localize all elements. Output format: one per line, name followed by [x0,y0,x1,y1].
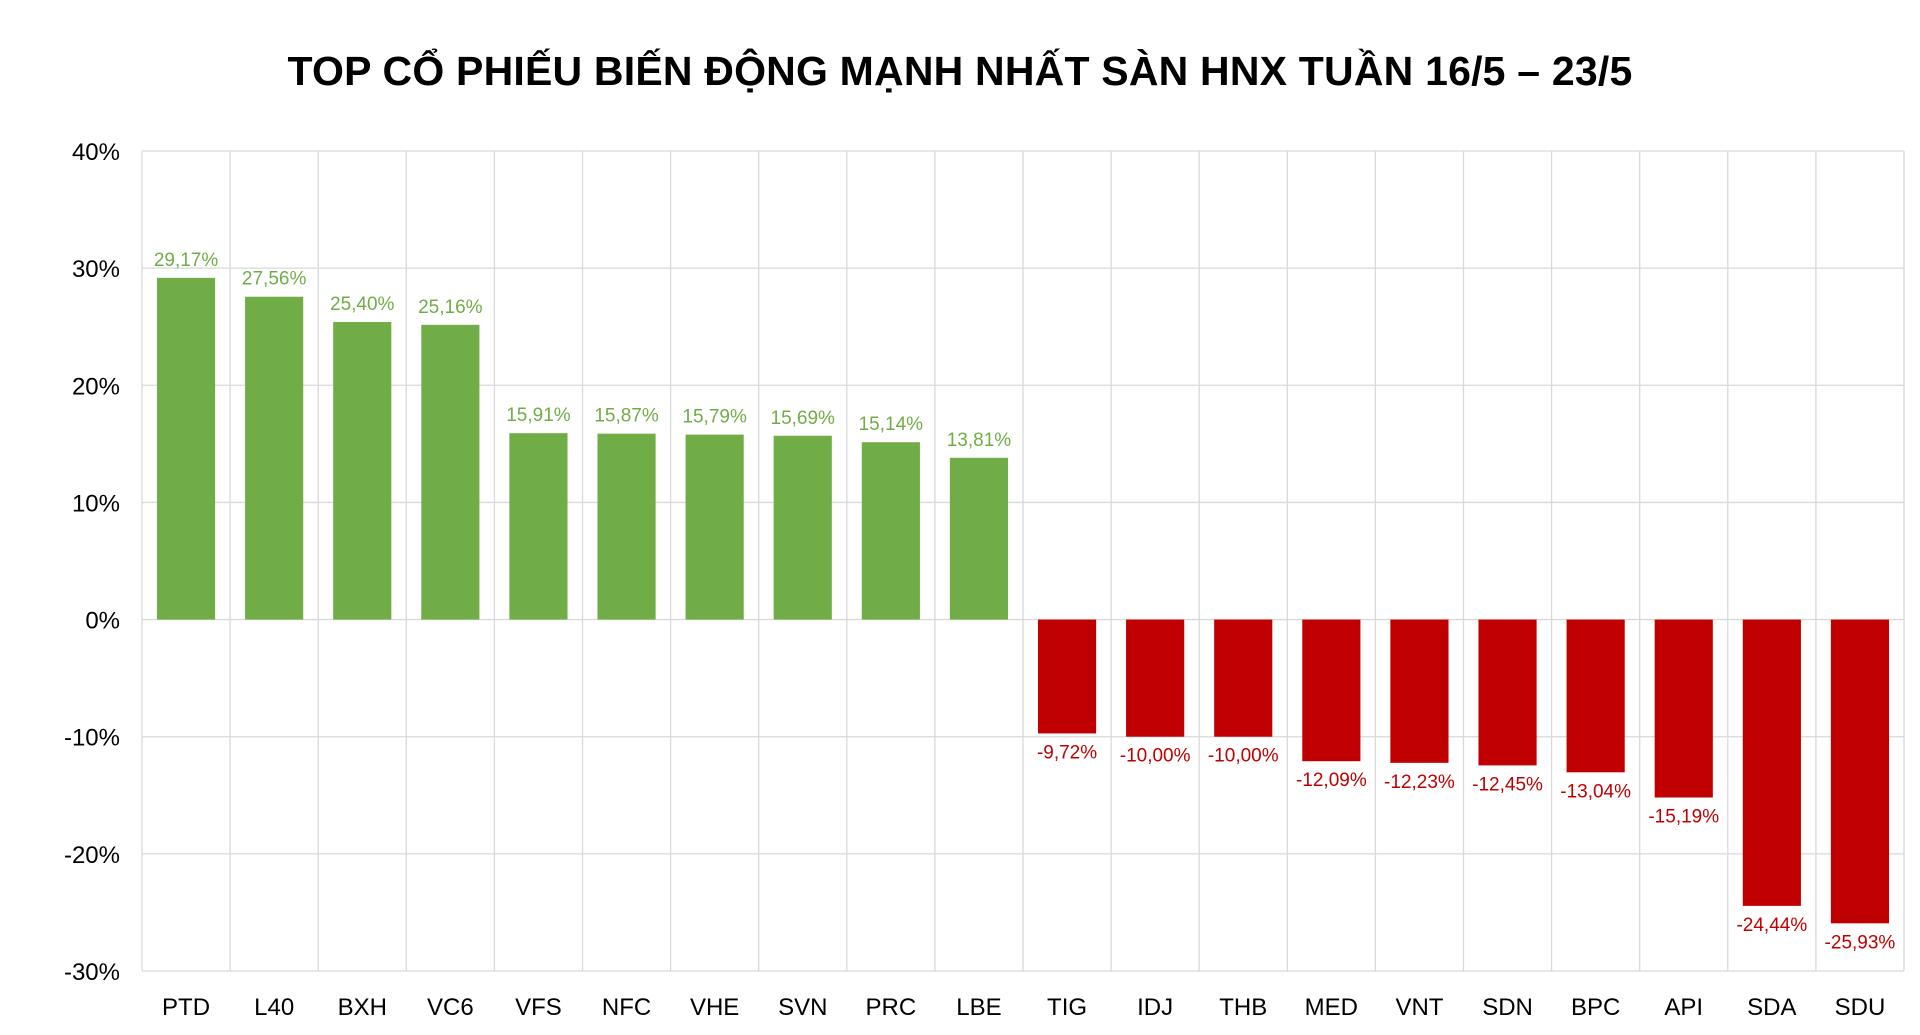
data-label: 25,16% [418,297,483,318]
x-tick-label: VNT [1395,994,1443,1021]
x-tick-label: BPC [1571,994,1620,1021]
bar-ptd [156,277,216,620]
bar-sdn [1478,619,1537,766]
x-tick-label: VFS [515,994,562,1021]
data-label: 15,91% [506,405,571,426]
bar-vnt [1390,619,1449,763]
data-label: -10,00% [1120,746,1191,767]
y-tick-label: 20% [72,373,120,400]
x-tick-label: API [1664,994,1703,1021]
y-tick-label: 40% [72,139,120,166]
data-label: 27,56% [242,269,307,290]
data-label: 15,87% [594,406,659,427]
data-label: -10,00% [1208,746,1279,767]
bar-med [1302,619,1361,762]
y-tick-label: -20% [64,842,120,869]
x-tick-label: VHE [690,994,739,1021]
bar-api [1654,619,1713,798]
data-label: -15,19% [1648,807,1719,828]
data-label: 13,81% [947,430,1012,451]
x-tick-label: TIG [1047,994,1087,1021]
bar-nfc [597,433,656,620]
data-label: -24,44% [1736,915,1807,936]
data-label: -12,09% [1296,770,1367,791]
bar-bpc [1566,619,1625,773]
bar-vhe [685,434,744,620]
data-label: -12,23% [1384,772,1455,793]
bar-thb [1214,619,1273,737]
data-label: -25,93% [1825,932,1896,953]
bar-bxh [333,322,392,620]
data-label: -9,72% [1037,742,1097,763]
x-tick-label: VC6 [427,994,474,1021]
x-tick-label: SDN [1482,994,1533,1021]
label-layer: 29,17% 27,56% 25,40% 25,16% 15,91% 15,87% 15,7… [154,250,1896,953]
y-tick-label: 30% [72,256,120,283]
y-tick-label: -30% [64,959,120,986]
x-tick-label: PRC [866,994,917,1021]
bar-vfs [509,433,568,620]
x-tick-label: SDA [1747,994,1796,1021]
x-tick-label: NFC [602,994,651,1021]
x-tick-label: MED [1305,994,1358,1021]
data-label: 15,69% [771,408,836,429]
bar-l40 [245,296,304,620]
bar-sda [1742,619,1801,906]
axis-layer: 40% 30% 20% 10% 0% -10% -20% -30% PTD L40 BXH VC6 VF… [64,139,1885,1021]
x-tick-label: L40 [254,994,294,1021]
chart-title: TOP CỔ PHIẾU BIẾN ĐỘNG MẠNH NHẤT SÀN HNX… [287,48,1633,94]
y-tick-label: 10% [72,490,120,517]
x-tick-label: SVN [778,994,827,1021]
x-tick-label: THB [1219,994,1267,1021]
x-tick-label: BXH [338,994,387,1021]
data-label: 25,40% [330,294,395,315]
x-tick-label: IDJ [1137,994,1173,1021]
grid-layer [141,150,1905,972]
bar-lbe [949,457,1009,620]
data-label: 15,14% [859,414,924,435]
bar-svn [773,435,832,620]
y-tick-label: -10% [64,725,120,752]
data-label: 29,17% [154,250,219,271]
x-tick-label: PTD [162,994,210,1021]
y-tick-label: 0% [85,608,120,635]
bar-prc [861,442,920,620]
x-tick-label: LBE [956,994,1001,1021]
data-label: -12,45% [1472,774,1543,795]
bar-layer [156,277,1890,924]
bar-sdu [1830,619,1890,924]
bar-idj [1126,619,1185,737]
bar-tig [1037,619,1097,734]
data-label: 15,79% [682,407,747,428]
x-tick-label: SDU [1835,994,1886,1021]
data-label: -13,04% [1560,781,1631,802]
bar-vc6 [421,324,480,620]
